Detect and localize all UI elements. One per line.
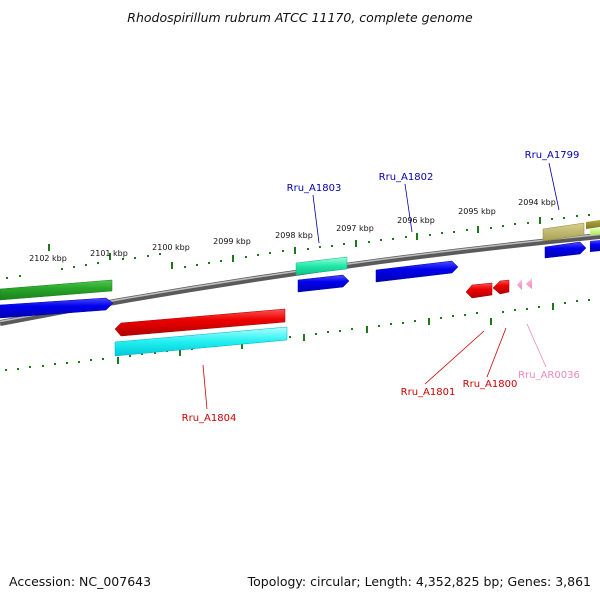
gene-feature-red-1800 [492,279,510,295]
gene-feature-pink-1 [517,279,522,290]
gene-label-rru-a1799: Rru_A1799 [525,150,580,161]
gene-label-rru-a1800: Rru_A1800 [463,379,518,390]
gene-label-rru-a1803: Rru_A1803 [287,183,342,194]
accession-text: Accession: NC_007643 [9,574,151,589]
forward-features [0,220,600,319]
gene-feature-blue-left [0,297,114,319]
gene-feature-green-left [0,279,113,301]
kbp-label: 2101 kbp [90,249,128,258]
kbp-label: 2098 kbp [275,231,313,240]
kbp-labels: 2102 kbp 2101 kbp 2100 kbp 2099 kbp 2098… [29,198,556,263]
gene-feature-blue-right [590,240,600,252]
gene-feature-red-1801 [465,282,493,299]
kbp-label: 2094 kbp [518,198,556,207]
kbp-label: 2102 kbp [29,254,67,263]
gene-label-rru-a1804: Rru_A1804 [182,413,237,424]
map-title: Rhodospirillum rubrum ATCC 11170, comple… [127,10,473,25]
kbp-label: 2095 kbp [458,207,496,216]
gene-feature-cyan [114,326,288,357]
gene-label-rru-a1801: Rru_A1801 [401,387,456,398]
reverse-features [114,278,532,357]
gene-feature-lime [590,228,600,235]
gene-label-rru-a1802: Rru_A1802 [379,172,434,183]
gene-feature-olive-dark [586,220,600,229]
gene-feature-red-1804 [114,308,286,337]
upper-tick-row [6,214,590,279]
label-leaders [202,162,560,410]
gene-feature-blue-1802 [375,260,459,283]
kbp-label: 2096 kbp [397,216,435,225]
kbp-label: 2100 kbp [152,243,190,252]
kbp-label: 2097 kbp [336,224,374,233]
gene-labels: Rru_A1803 Rru_A1802 Rru_A1799 Rru_A1804 … [182,150,580,424]
gene-feature-mint [295,256,348,276]
topology-text: Topology: circular; Length: 4,352,825 bp… [247,574,591,589]
kbp-label: 2099 kbp [213,237,251,246]
gene-label-rru-ar0036: Rru_AR0036 [518,370,580,381]
gene-feature-olive [542,222,585,242]
gene-feature-blue-1803 [297,274,350,293]
gene-feature-blue-1799 [544,241,587,259]
gene-feature-pink-2 [526,278,532,289]
